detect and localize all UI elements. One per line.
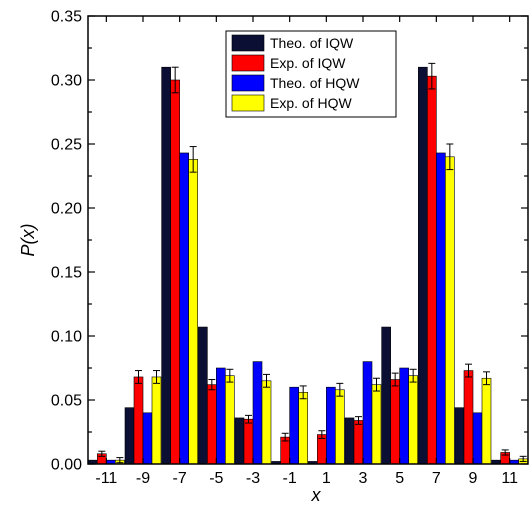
bar	[436, 152, 446, 465]
bar	[207, 384, 217, 465]
bar	[344, 417, 355, 465]
x-tick-label: 9	[469, 470, 478, 487]
y-tick-label: 0.30	[51, 73, 82, 90]
bar	[427, 75, 437, 465]
bar	[481, 377, 492, 465]
x-tick-label: 11	[501, 470, 518, 487]
legend-swatch	[231, 94, 265, 112]
y-tick-label: 0.10	[51, 329, 82, 346]
bars-layer	[88, 66, 528, 465]
bar	[188, 159, 198, 465]
error-bars-layer	[98, 62, 527, 464]
bar	[216, 367, 226, 465]
bar	[198, 326, 208, 465]
bar	[161, 66, 171, 465]
x-tick-label: 7	[432, 470, 441, 487]
bar	[225, 375, 235, 465]
bar	[298, 392, 308, 465]
bar	[252, 361, 263, 465]
bar	[124, 407, 135, 465]
y-tick-label: 0.20	[51, 201, 82, 218]
bar	[454, 407, 465, 465]
bar	[463, 370, 474, 465]
legend-label: Exp. of HQW	[270, 95, 352, 111]
x-tick-label: -9	[136, 470, 150, 487]
bar	[317, 434, 327, 465]
bar	[289, 386, 299, 465]
bar	[133, 376, 144, 465]
bar	[151, 376, 162, 465]
bar	[261, 380, 272, 465]
bar	[179, 152, 189, 465]
y-axis-title: P(x)	[18, 224, 38, 257]
x-tick-label: 1	[322, 470, 331, 487]
legend: Theo. of IQW Exp. of IQW Theo. of HQW Exp. …	[225, 30, 397, 118]
bar	[142, 412, 153, 465]
bar	[371, 384, 382, 465]
bar	[418, 66, 428, 465]
bar	[472, 412, 483, 465]
x-tick-label: 3	[359, 470, 368, 487]
legend-label: Theo. of IQW	[270, 35, 354, 51]
bar	[390, 379, 400, 465]
y-tick-label: 0.25	[51, 137, 82, 154]
bar	[362, 361, 373, 465]
legend-label: Exp. of IQW	[270, 55, 346, 71]
bar	[445, 156, 455, 465]
bar	[170, 79, 180, 465]
x-tick-label: -1	[283, 470, 297, 487]
x-tick-label: -3	[246, 470, 260, 487]
y-tick-label: 0.05	[51, 393, 82, 410]
bar	[381, 326, 391, 465]
legend-swatch	[231, 74, 265, 92]
bar	[243, 418, 254, 465]
y-tick-label: 0.00	[51, 457, 82, 474]
x-tick-label: -7	[173, 470, 187, 487]
x-axis: -11 -9 -7 -5 -3 -1 1 3 5 7 9 11	[95, 16, 518, 487]
y-tick-label: 0.15	[51, 265, 82, 282]
x-axis-title: x	[311, 485, 322, 505]
x-tick-label: -5	[209, 470, 223, 487]
y-axis: 0.00 0.05 0.10 0.15 0.20 0.25 0.30 0.35	[51, 9, 528, 474]
bar	[408, 375, 418, 465]
legend-label: Theo. of HQW	[270, 75, 360, 91]
y-tick-label: 0.35	[51, 9, 82, 26]
bar	[326, 386, 336, 465]
legend-swatch	[231, 54, 265, 72]
legend-swatch	[231, 34, 265, 52]
x-tick-label: -11	[95, 470, 117, 487]
bar	[335, 389, 345, 465]
bar	[353, 420, 364, 465]
bar	[234, 417, 245, 465]
bar	[399, 367, 409, 465]
x-tick-label: 5	[395, 470, 404, 487]
